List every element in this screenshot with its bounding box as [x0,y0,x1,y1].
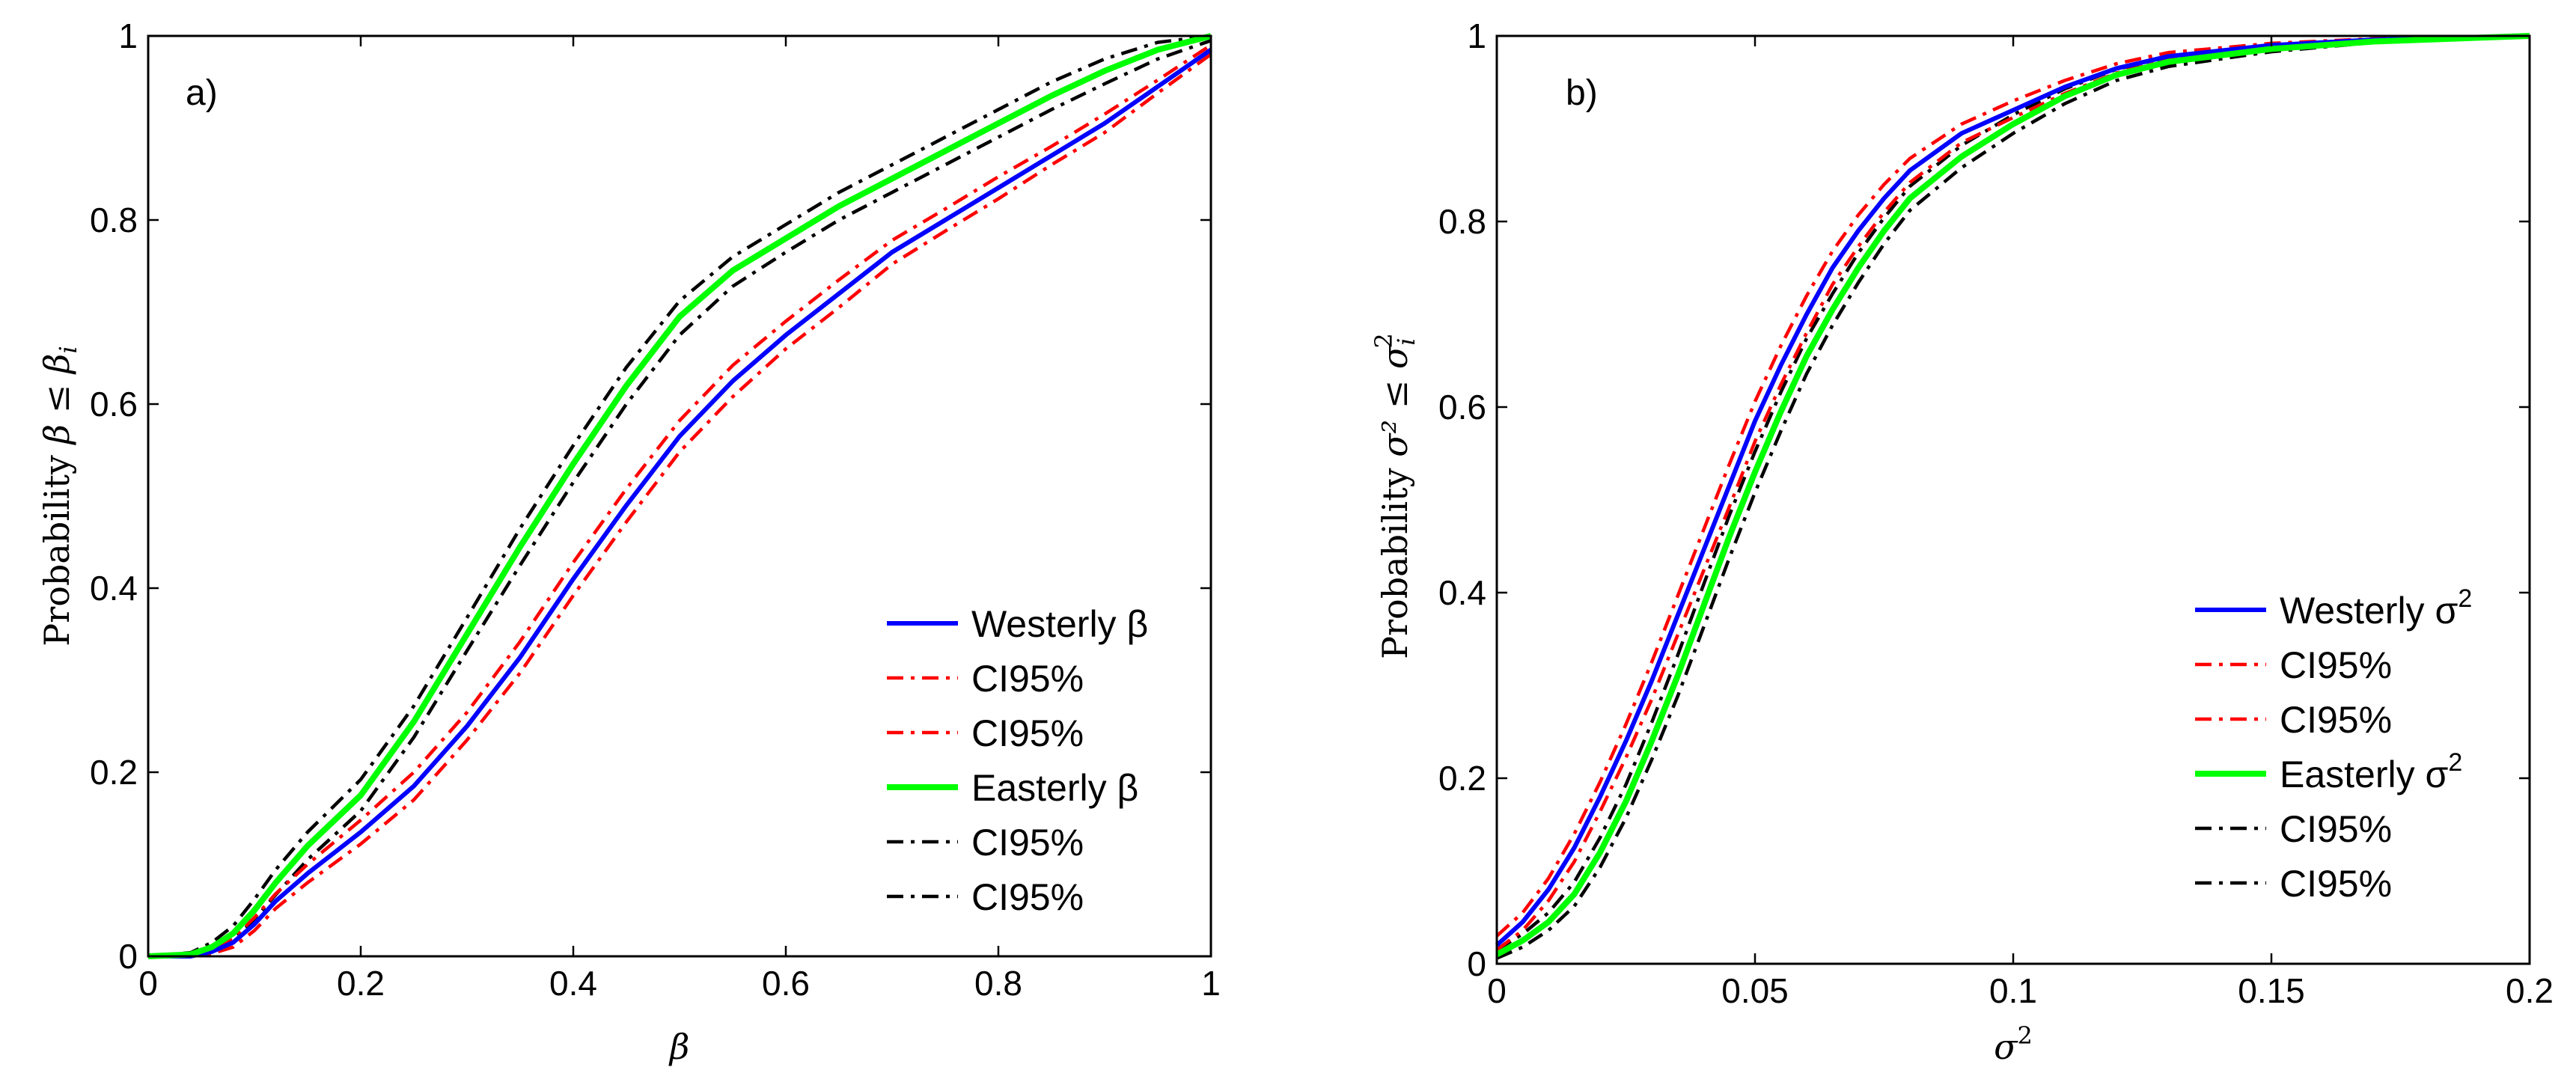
panel-a-legend-label-main: Westerly β [971,603,1148,645]
panel-b-xtick-label: 0.05 [1721,971,1789,1010]
panel-a-xtick-label: 0 [138,964,158,1003]
panel-b-legend-label-main: CI95% [2280,644,2392,686]
panel-b-ytick-label: 1 [1467,16,1486,55]
panel-b-xlabel-sup: 2 [2018,1021,2033,1050]
panel-b-xlabel: σ2 [1994,1021,2033,1067]
panel-b-legend-label-main: CI95% [2280,808,2392,850]
panel-a-xlabel: β [668,1027,690,1067]
panel-a-legend-label-main: CI95% [971,712,1084,754]
panel-a-xtick-label: 0.2 [337,964,385,1003]
panel-b-ytick-label: 0 [1467,944,1486,983]
panel-b-legend-label-5: CI95% [2280,863,2392,905]
panel-b-ytick-label: 0.6 [1438,388,1486,427]
panel-a-legend-label-main: CI95% [971,822,1084,864]
panel-a-series-line-3 [147,33,1212,959]
panel-a-legend-label-3: Easterly β [971,767,1138,809]
panel-b-legend-label-1: CI95% [2280,644,2392,686]
panel-b-xtick-label: 0 [1487,971,1507,1010]
panel-b-legend-label-0: Westerly σ2 [2280,584,2472,632]
panel-b-ylabel-prefix: Probability [1375,457,1415,659]
panel-a-ytick-label: 1 [118,16,138,55]
panel-b-ytick-label: 0.2 [1438,759,1486,798]
panel-b-xtick-label: 0.1 [1989,971,2037,1010]
panel-b-ytick-label: 0.4 [1438,573,1486,612]
panel-b-ylabel-math: σ² ≤ σ [1375,344,1415,457]
panel-a-ylabel: Probability β ≤ βi [37,346,82,646]
panel-a-series-line-5 [147,39,1212,959]
panel-b-legend-label-main: Westerly σ [2280,590,2458,632]
panel-b-legend-label-sup: 2 [2458,584,2472,613]
panel-a-ylabel-prefix: Probability [37,444,77,647]
panel-b: 0 0.05 0.1 0.15 0.200.20.40.60.81 b) σ2 Prob… [1370,16,2554,1067]
panel-b-ylabel-sub: i [1392,337,1420,345]
panel-a-legend-label-main: CI95% [971,658,1084,700]
panel-a-legend-label-4: CI95% [971,822,1084,864]
panel-a-series-line-2 [148,52,1212,959]
panel-b-series-line-5 [1496,34,2530,960]
panel-a-xtick-label: 0.8 [974,964,1022,1003]
panel-a-legend-label-main: CI95% [971,876,1084,918]
panel-a-ticks: 0 0.2 0.4 0.6 0.8 1 0 0.2 0.4 0.6 0.8 1 [90,16,1221,1003]
panel-a-series [147,33,1212,959]
panel-a-legend-label-2: CI95% [971,712,1084,754]
panel-b-series-line-4 [1495,34,2530,952]
panel-b-legend-label-4: CI95% [2280,808,2392,850]
panel-a-series-line-0 [148,48,1212,959]
panel-b-xtick-label: 0.2 [2506,971,2554,1010]
panel-a-ytick-label: 0.6 [90,385,138,424]
panel-a-ylabel-sub: i [54,346,82,353]
panel-b-xlabel-text: σ [1994,1027,2018,1067]
panel-b-label: b) [1566,73,1598,113]
panel-a-legend-label-0: Westerly β [971,603,1148,645]
panel-a-ytick-label: 0.4 [90,569,138,608]
panel-a-ytick-label: 0.2 [90,753,138,792]
panel-b-ylabel-sup: 2 [1370,333,1398,348]
panel-a-ytick-label: 0 [118,937,138,976]
panel-b-legend-label-3: Easterly σ2 [2280,748,2462,795]
panel-a-legend-label-main: Easterly β [971,767,1138,809]
panel-a-xtick-label: 0.4 [549,964,597,1003]
panel-b-series [1495,33,2530,960]
panel-b-legend-label-sup: 2 [2448,748,2462,777]
panel-a-xtick-label: 1 [1201,964,1221,1003]
panel-a-label: a) [186,73,218,113]
panel-b-xtick-label: 0.15 [2238,971,2305,1010]
panel-b-legend-label-main: CI95% [2280,699,2392,741]
panel-a-ylabel-math: β ≤ β [37,354,77,446]
panel-a-series-line-4 [147,34,1212,959]
panel-a-xlabel-text: β [668,1027,690,1067]
panel-a: 0 0.2 0.4 0.6 0.8 1 0 0.2 0.4 0.6 0.8 1 a) β Probab… [37,16,1221,1067]
panel-a-xtick-label: 0.6 [762,964,810,1003]
panel-b-series-line-3 [1495,33,2530,958]
panel-a-series-line-1 [147,43,1212,959]
panel-a-legend-label-5: CI95% [971,876,1084,918]
panel-b-ylabel: Probability σ² ≤ σi2 [1370,333,1420,659]
panel-a-legend-label-1: CI95% [971,658,1084,700]
panel-b-series-line-0 [1495,34,2530,947]
panel-b-legend-label-2: CI95% [2280,699,2392,741]
panel-a-legend: Westerly β CI95% CI95% Easterly β CI95% CI95% [887,603,1148,918]
panel-b-series-line-1 [1495,34,2530,938]
panel-a-frame [147,34,1212,958]
panel-b-legend-label-main: CI95% [2280,863,2392,905]
panel-b-ytick-label: 0.8 [1438,202,1486,241]
panel-a-ytick-label: 0.8 [90,201,138,239]
panel-b-legend-label-main: Easterly σ [2280,754,2449,795]
panel-b-ticks: 0 0.05 0.1 0.15 0.2 0 0.2 0.4 0.6 0.8 1 [1438,16,2554,1010]
